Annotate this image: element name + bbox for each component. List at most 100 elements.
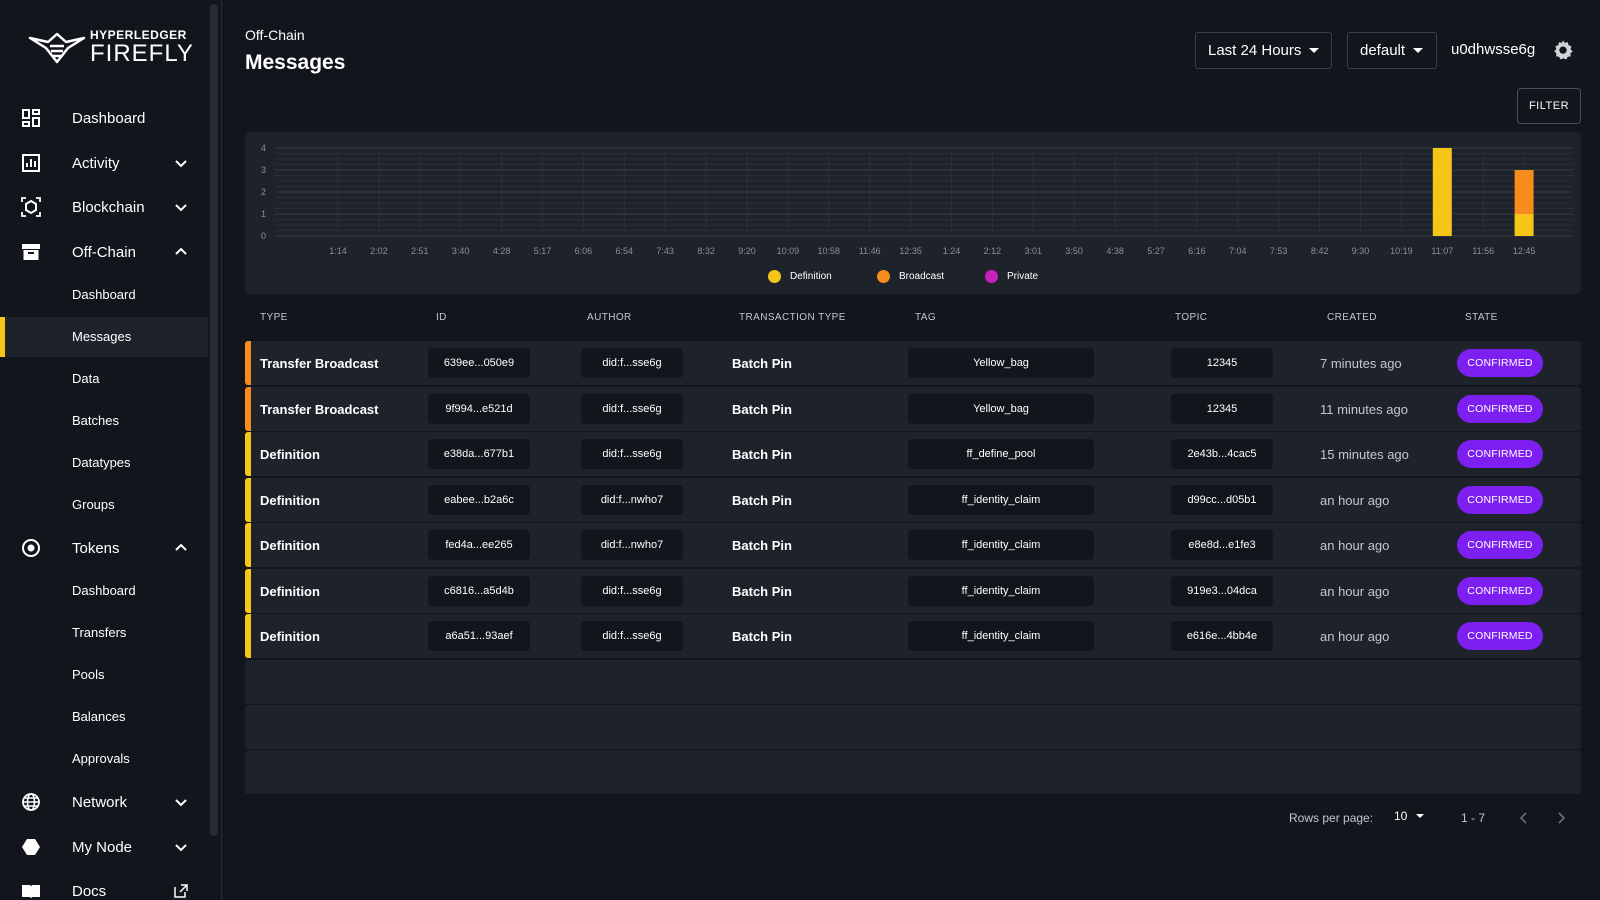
x-tick-label: 2:51 [411,246,429,256]
row-type-indicator [245,614,251,658]
bar-definition[interactable] [1432,148,1452,236]
row-author-chip[interactable]: did:f...sse6g [581,348,683,378]
namespace-select[interactable]: default [1347,32,1437,69]
nav-activity[interactable]: Activity [0,143,208,183]
table-row[interactable]: Definition a6a51...93aef did:f...sse6g Batc… [245,614,1581,658]
nav-tokens-approvals[interactable]: Approvals [0,739,208,779]
column-header-author[interactable]: AUTHOR [587,312,632,323]
row-id-chip[interactable]: a6a51...93aef [428,621,530,651]
table-row[interactable]: Definition fed4a...ee265 did:f...nwho7 Batc… [245,523,1581,567]
row-author-chip[interactable]: did:f...nwho7 [581,530,683,560]
row-tag-chip[interactable]: ff_identity_claim [908,530,1094,560]
gear-icon[interactable] [1552,39,1574,61]
token-coin-icon [22,539,40,557]
nav-offchain[interactable]: Off-Chain [0,232,208,272]
row-state-badge[interactable]: CONFIRMED [1457,440,1543,468]
filter-button[interactable]: FILTER [1517,88,1581,124]
nav-offchain-groups[interactable]: Groups [0,485,208,525]
nav-blockchain[interactable]: Blockchain [0,187,208,227]
row-id-chip[interactable]: 9f994...e521d [428,393,530,424]
row-id-chip[interactable]: e38da...677b1 [428,439,530,469]
row-id-chip[interactable]: fed4a...ee265 [428,530,530,560]
nav-docs[interactable]: Docs [0,871,208,900]
row-tag-chip[interactable]: Yellow_bag [908,348,1094,378]
nav-network[interactable]: Network [0,782,208,822]
row-tag-chip[interactable]: ff_identity_claim [908,484,1094,515]
row-topic-chip[interactable]: e616e...4bb4e [1171,621,1273,651]
row-created: an hour ago [1320,583,1390,599]
row-author-chip[interactable]: did:f...nwho7 [581,484,683,515]
previous-page-icon[interactable] [1516,810,1532,826]
row-tag-chip[interactable]: Yellow_bag [908,393,1094,424]
legend-private[interactable]: Private [985,270,1038,283]
legend-broadcast[interactable]: Broadcast [877,270,944,283]
nav-mynode[interactable]: My Node [0,827,208,867]
column-header-tag[interactable]: TAG [915,312,937,323]
time-range-select[interactable]: Last 24 Hours [1195,32,1332,69]
row-state-badge[interactable]: CONFIRMED [1457,576,1543,605]
nav-tokens-dashboard-label: Dashboard [72,583,136,598]
row-author-chip[interactable]: did:f...sse6g [581,393,683,424]
row-tag-chip[interactable]: ff_define_pool [908,439,1094,469]
histogram-svg: 0 1 2 3 4 1:14 2:02 2:51 3:40 4:28 5:17 6:06 6:54 7:4… [261,143,1573,256]
rows-per-page-select[interactable]: 10 [1394,809,1425,823]
x-tick-label: 9:30 [1352,246,1370,256]
row-author-chip[interactable]: did:f...sse6g [581,621,683,651]
row-state-badge[interactable]: CONFIRMED [1457,531,1543,559]
nav-offchain-datatypes[interactable]: Datatypes [0,443,208,483]
nav-offchain-batches-label: Batches [72,413,119,428]
firefly-logo[interactable]: HYPERLEDGER FIREFLY [28,26,193,70]
row-state-badge[interactable]: CONFIRMED [1457,485,1543,514]
nav-tokens-transfers[interactable]: Transfers [0,613,208,653]
nav-activity-label: Activity [72,154,120,172]
nav-offchain-messages[interactable]: Messages [0,317,208,357]
nav-tokens-pools[interactable]: Pools [0,655,208,695]
nav-offchain-batches[interactable]: Batches [0,401,208,441]
nav-dashboard[interactable]: Dashboard [0,98,208,138]
column-header-id[interactable]: ID [436,312,447,323]
nav-tokens[interactable]: Tokens [0,528,208,568]
row-id-chip[interactable]: eabee...b2a6c [428,484,530,515]
x-tick-label: 12:35 [899,246,922,256]
table-row[interactable]: Transfer Broadcast 9f994...e521d did:f...s… [245,386,1581,431]
row-author-chip[interactable]: did:f...sse6g [581,575,683,606]
row-topic-chip[interactable]: 919e3...04dca [1171,575,1273,606]
nav-dashboard-label: Dashboard [72,109,146,127]
x-tick-label: 8:32 [697,246,715,256]
bar-definition[interactable] [1514,214,1534,236]
row-topic-chip[interactable]: 12345 [1171,393,1273,424]
nav-offchain-data[interactable]: Data [0,359,208,399]
row-state-badge[interactable]: CONFIRMED [1457,349,1543,377]
chevron-down-icon [175,204,187,212]
table-row[interactable]: Transfer Broadcast 639ee...050e9 did:f...s… [245,341,1581,385]
sidebar-scrollbar[interactable] [210,4,218,836]
row-author-chip[interactable]: did:f...sse6g [581,439,683,469]
column-header-created[interactable]: CREATED [1327,312,1377,323]
row-tag-chip[interactable]: ff_identity_claim [908,621,1094,651]
row-tag-chip[interactable]: ff_identity_claim [908,575,1094,606]
table-row[interactable]: Definition e38da...677b1 did:f...sse6g Batc… [245,432,1581,476]
column-header-topic[interactable]: TOPIC [1175,312,1208,323]
column-header-type[interactable]: TYPE [260,312,288,323]
row-topic-chip[interactable]: e8e8d...e1fe3 [1171,530,1273,560]
column-header-state[interactable]: STATE [1465,312,1498,323]
bar-broadcast[interactable] [1514,170,1534,214]
row-id-chip[interactable]: 639ee...050e9 [428,348,530,378]
row-state-badge[interactable]: CONFIRMED [1457,622,1543,650]
row-topic-chip[interactable]: 2e43b...4cac5 [1171,439,1273,469]
row-topic-chip[interactable]: d99cc...d05b1 [1171,484,1273,515]
row-type: Definition [260,629,320,644]
x-tick-label: 6:06 [575,246,593,256]
row-id-chip[interactable]: c6816...a5d4b [428,575,530,606]
table-row[interactable]: Definition eabee...b2a6c did:f...nwho7 Batc… [245,477,1581,522]
nav-tokens-balances[interactable]: Balances [0,697,208,737]
next-page-icon[interactable] [1553,810,1569,826]
legend-definition[interactable]: Definition [768,270,832,283]
row-topic-chip[interactable]: 12345 [1171,348,1273,378]
row-state-badge[interactable]: CONFIRMED [1457,394,1543,423]
nav-offchain-dashboard[interactable]: Dashboard [0,275,208,315]
table-row[interactable]: Definition c6816...a5d4b did:f...sse6g Batc… [245,568,1581,613]
nav-docs-label: Docs [72,882,107,900]
column-header-transaction-type[interactable]: TRANSACTION TYPE [739,312,846,323]
nav-tokens-dashboard[interactable]: Dashboard [0,571,208,611]
